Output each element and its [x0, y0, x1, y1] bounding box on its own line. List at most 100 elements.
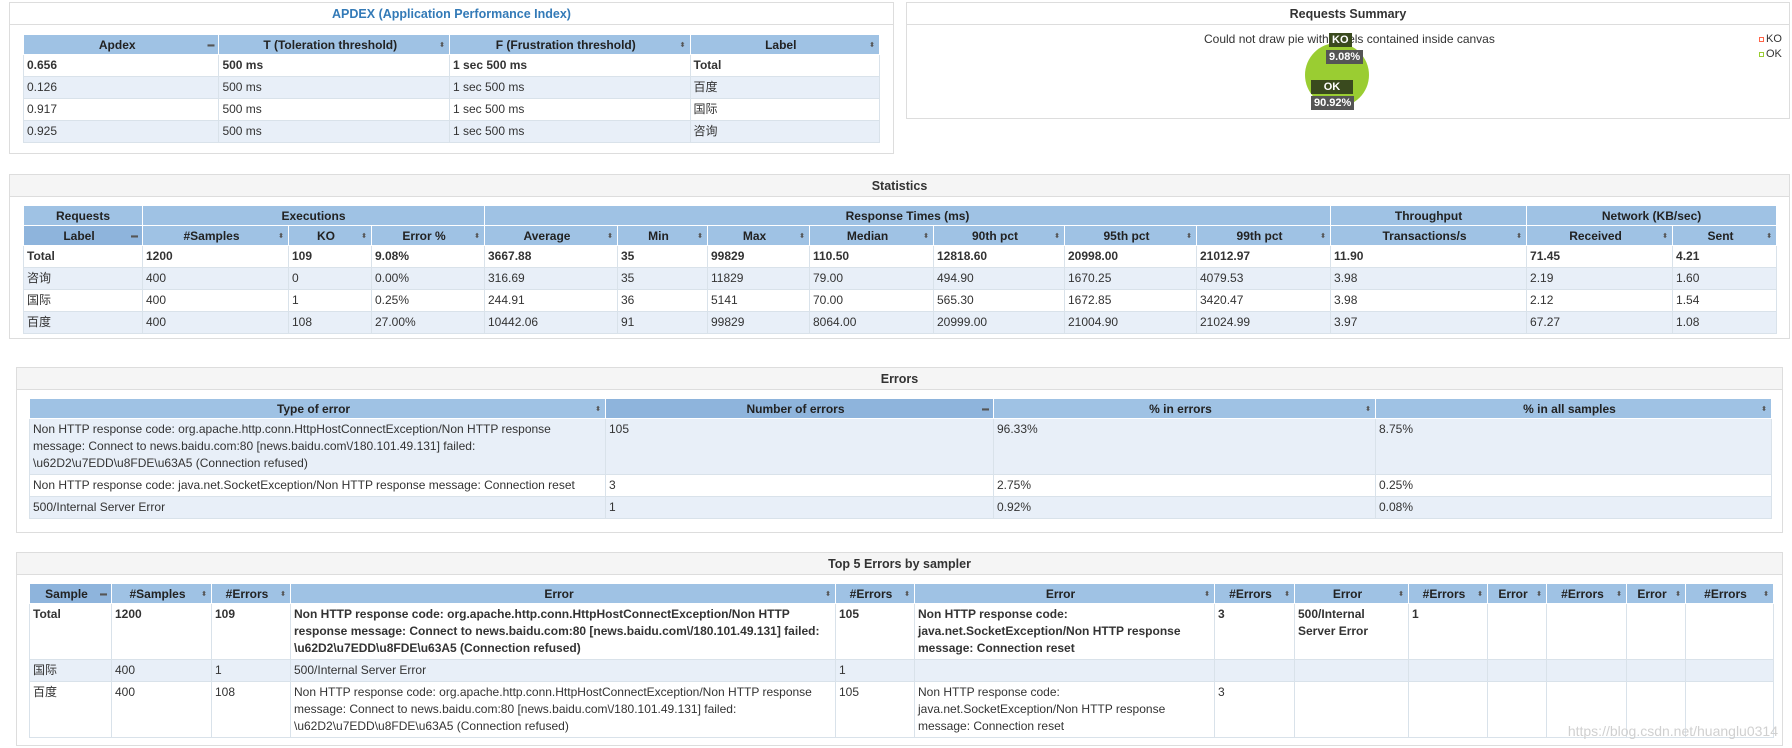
sort-icon: ▬: [100, 590, 107, 597]
table-cell: 9.08%: [371, 245, 485, 268]
column-header[interactable]: Error ⬍: [1487, 583, 1547, 604]
table-cell: 1 sec 500 ms: [448, 120, 691, 143]
table-cell: 2.75%: [993, 474, 1376, 497]
table-cell: Total: [689, 54, 881, 77]
table-cell: 0.917: [22, 98, 220, 121]
table-row: Total 1200 109 Non HTTP response code: org.…: [29, 603, 1774, 660]
table-cell: 3: [1214, 681, 1295, 738]
column-header[interactable]: 99th pct ⬍: [1195, 225, 1332, 246]
group-executions: Executions: [142, 205, 485, 226]
sort-icon: ⬍: [697, 232, 703, 240]
sort-icon: ⬍: [474, 232, 480, 240]
table-cell: [1546, 603, 1627, 660]
errors-header-row: Type of error ⬍ Number of errors ▬ % in er…: [29, 398, 1772, 419]
sort-icon: ⬍: [1204, 590, 1210, 598]
apdex-col-f[interactable]: F (Frustration threshold) ⬍: [448, 34, 691, 55]
table-cell: 1200: [111, 603, 212, 660]
table-cell: 494.90: [933, 267, 1065, 290]
column-header[interactable]: Error ⬍: [1294, 583, 1409, 604]
column-header[interactable]: Sample ▬: [29, 583, 112, 604]
column-header[interactable]: Error % ⬍: [371, 225, 485, 246]
column-header[interactable]: Error ⬍: [1626, 583, 1686, 604]
top5-title: Top 5 Errors by sampler: [17, 553, 1782, 575]
column-header[interactable]: #Errors ⬍: [211, 583, 291, 604]
legend-ko[interactable]: KO: [1759, 32, 1782, 47]
column-header[interactable]: Min ⬍: [617, 225, 708, 246]
column-header[interactable]: Label ▬: [23, 225, 143, 246]
column-header[interactable]: Received ⬍: [1526, 225, 1674, 246]
sort-icon: ⬍: [1284, 590, 1290, 598]
column-header[interactable]: Sent ⬍: [1672, 225, 1778, 246]
apdex-col-label[interactable]: Label ⬍: [689, 34, 881, 55]
table-cell: 1 sec 500 ms: [448, 54, 691, 77]
apdex-col-t[interactable]: T (Toleration threshold) ⬍: [218, 34, 450, 55]
column-header[interactable]: #Errors ⬍: [835, 583, 915, 604]
table-cell: 500/Internal Server Error: [29, 496, 606, 519]
legend-ok-swatch: [1759, 51, 1764, 57]
errors-col-number[interactable]: Number of errors ▬: [605, 398, 994, 419]
column-header[interactable]: Median ⬍: [809, 225, 934, 246]
column-header[interactable]: 95th pct ⬍: [1064, 225, 1197, 246]
table-row: Non HTTP response code: org.apache.http.…: [29, 418, 1772, 475]
column-header[interactable]: #Errors ⬍: [1546, 583, 1627, 604]
group-requests: Requests: [23, 205, 143, 226]
table-cell: 0.925: [22, 120, 220, 143]
sort-icon: ⬍: [1054, 232, 1060, 240]
column-header[interactable]: #Errors ⬍: [1214, 583, 1295, 604]
column-header[interactable]: Average ⬍: [484, 225, 618, 246]
table-cell: 565.30: [933, 289, 1065, 312]
column-header[interactable]: Transactions/s ⬍: [1330, 225, 1528, 246]
table-cell: 36: [617, 289, 708, 312]
sort-icon: ⬍: [1675, 590, 1681, 598]
table-cell: [1408, 681, 1488, 738]
legend-ok[interactable]: OK: [1759, 47, 1782, 62]
sort-icon: ⬍: [1320, 232, 1327, 240]
table-cell: 21004.90: [1064, 311, 1197, 334]
sort-icon: ▬: [207, 41, 215, 48]
table-cell: 500 ms: [218, 120, 450, 143]
table-cell: 400: [142, 311, 289, 334]
column-header[interactable]: Error ⬍: [914, 583, 1215, 604]
errors-col-type[interactable]: Type of error ⬍: [29, 398, 606, 419]
column-header[interactable]: #Samples ⬍: [111, 583, 212, 604]
errors-table: Type of error ⬍ Number of errors ▬ % in er…: [29, 398, 1772, 519]
apdex-title[interactable]: APDEX (Application Performance Index): [10, 3, 893, 25]
column-header[interactable]: Error ⬍: [290, 583, 836, 604]
statistics-title: Statistics: [10, 175, 1789, 197]
table-row: 500/Internal Server Error 1 0.92% 0.08%: [29, 496, 1772, 519]
column-header[interactable]: 90th pct ⬍: [933, 225, 1065, 246]
table-row: 百度 400 108 Non HTTP response code: org.apac…: [29, 681, 1774, 738]
table-cell: 百度: [689, 76, 881, 99]
column-header[interactable]: #Errors ⬍: [1408, 583, 1488, 604]
column-header[interactable]: KO ⬍: [288, 225, 372, 246]
table-cell: 10442.06: [484, 311, 618, 334]
table-cell: 110.50: [809, 245, 934, 268]
apdex-col-apdex[interactable]: Apdex ▬: [22, 34, 220, 55]
sort-icon: ⬍: [1186, 232, 1192, 240]
sort-icon: ⬍: [799, 232, 805, 240]
table-cell: 1: [1408, 603, 1488, 660]
pie-ok-pct: 90.92%: [1311, 96, 1355, 110]
column-header[interactable]: Max ⬍: [707, 225, 810, 246]
table-cell: 1.08: [1672, 311, 1778, 334]
table-cell: 5141: [707, 289, 810, 312]
table-cell: 3.98: [1330, 289, 1528, 312]
table-cell: 1: [211, 659, 291, 682]
table-cell: Non HTTP response code: java.net.SocketE…: [914, 603, 1215, 660]
column-header[interactable]: #Errors ⬍: [1685, 583, 1774, 604]
group-response-times: Response Times (ms): [483, 205, 1332, 226]
errors-col-pct-errors[interactable]: % in errors ⬍: [993, 398, 1376, 419]
sort-icon: ⬍: [1536, 590, 1542, 598]
column-header[interactable]: #Samples ⬍: [142, 225, 289, 246]
table-cell: 咨询: [689, 120, 881, 143]
table-row: 国际 400 1 500/Internal Server Error 1: [29, 659, 1774, 682]
table-cell: 91: [617, 311, 708, 334]
sort-icon: ⬍: [679, 41, 686, 49]
table-cell: 71.45: [1526, 245, 1674, 268]
table-cell: 99829: [707, 311, 810, 334]
sort-icon: ⬍: [904, 590, 910, 598]
table-row: 0.126 500 ms 1 sec 500 ms 百度: [22, 76, 881, 99]
table-row: Non HTTP response code: java.net.SocketE…: [29, 474, 1772, 497]
table-cell: [1294, 659, 1409, 682]
errors-col-pct-samples[interactable]: % in all samples ⬍: [1375, 398, 1772, 419]
